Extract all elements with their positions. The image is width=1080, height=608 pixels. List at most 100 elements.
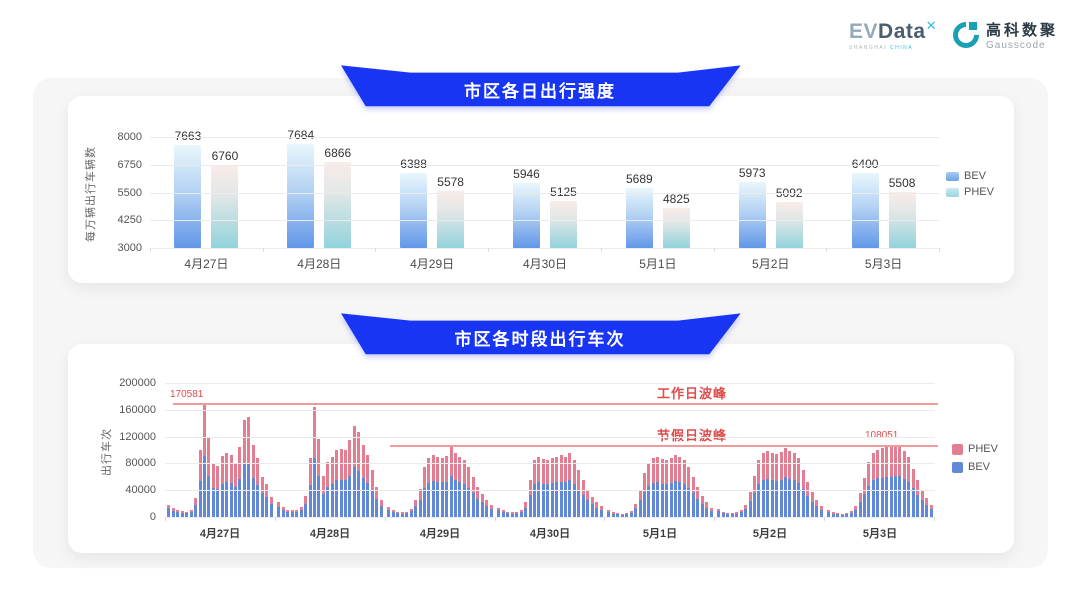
stacked-bar-4月30日-hour-9[interactable] xyxy=(537,456,541,517)
stacked-bar-4月30日-hour-16[interactable] xyxy=(568,452,572,517)
bar-bev-4月27日[interactable] xyxy=(174,144,202,248)
stacked-bar-4月27日-hour-2[interactable] xyxy=(176,510,180,517)
stacked-bar-4月30日-hour-5[interactable] xyxy=(519,509,523,517)
stacked-bar-4月29日-hour-4[interactable] xyxy=(405,511,409,517)
bar-phev-5月3日[interactable] xyxy=(888,192,916,248)
bar-phev-4月30日[interactable] xyxy=(550,200,577,248)
stacked-bar-4月27日-hour-19[interactable] xyxy=(251,444,255,517)
stacked-bar-4月28日-hour-22[interactable] xyxy=(375,486,379,517)
stacked-bar-4月30日-hour-17[interactable] xyxy=(572,460,576,517)
stacked-bar-5月1日-hour-14[interactable] xyxy=(669,458,673,517)
bar-phev-4月27日[interactable] xyxy=(211,164,239,248)
stacked-bar-4月27日-hour-6[interactable] xyxy=(194,498,198,517)
stacked-bar-5月3日-hour-1[interactable] xyxy=(831,512,835,517)
stacked-bar-4月27日-hour-17[interactable] xyxy=(242,419,246,517)
stacked-bar-4月27日-hour-9[interactable] xyxy=(207,437,211,517)
stacked-bar-4月27日-hour-10[interactable] xyxy=(211,463,215,517)
stacked-bar-4月27日-hour-8[interactable] xyxy=(202,402,206,517)
stacked-bar-4月30日-hour-11[interactable] xyxy=(546,460,550,517)
stacked-bar-4月29日-hour-9[interactable] xyxy=(427,458,431,517)
stacked-bar-5月2日-hour-6[interactable] xyxy=(744,504,748,517)
stacked-bar-4月28日-hour-0[interactable] xyxy=(277,502,281,517)
stacked-bar-4月28日-hour-19[interactable] xyxy=(361,444,365,517)
stacked-bar-4月30日-hour-21[interactable] xyxy=(590,496,594,517)
legend-item-phev[interactable]: PHEV xyxy=(952,443,998,455)
stacked-bar-4月27日-hour-13[interactable] xyxy=(225,453,229,517)
stacked-bar-5月1日-hour-22[interactable] xyxy=(705,502,709,517)
stacked-bar-4月27日-hour-21[interactable] xyxy=(260,476,264,517)
stacked-bar-4月28日-hour-12[interactable] xyxy=(330,456,334,517)
stacked-bar-4月30日-hour-20[interactable] xyxy=(586,490,590,517)
stacked-bar-4月30日-hour-12[interactable] xyxy=(550,458,554,517)
stacked-bar-5月3日-hour-3[interactable] xyxy=(840,513,844,517)
stacked-bar-4月29日-hour-0[interactable] xyxy=(387,507,391,517)
stacked-bar-4月29日-hour-7[interactable] xyxy=(418,488,422,517)
stacked-bar-4月30日-hour-18[interactable] xyxy=(577,470,581,517)
stacked-bar-5月3日-hour-23[interactable] xyxy=(929,504,933,517)
stacked-bar-5月3日-hour-5[interactable] xyxy=(849,511,853,517)
stacked-bar-5月1日-hour-7[interactable] xyxy=(638,490,642,517)
stacked-bar-4月28日-hour-6[interactable] xyxy=(304,495,308,517)
stacked-bar-4月28日-hour-18[interactable] xyxy=(357,431,361,517)
stacked-bar-5月2日-hour-20[interactable] xyxy=(806,482,810,517)
stacked-bar-5月2日-hour-23[interactable] xyxy=(819,506,823,517)
stacked-bar-5月1日-hour-23[interactable] xyxy=(709,507,713,517)
stacked-bar-4月30日-hour-0[interactable] xyxy=(497,507,501,517)
stacked-bar-5月2日-hour-11[interactable] xyxy=(766,451,770,517)
stacked-bar-4月27日-hour-23[interactable] xyxy=(269,496,273,517)
stacked-bar-4月28日-hour-23[interactable] xyxy=(379,500,383,517)
stacked-bar-4月30日-hour-10[interactable] xyxy=(541,458,545,517)
stacked-bar-5月1日-hour-3[interactable] xyxy=(620,513,624,517)
stacked-bar-4月30日-hour-3[interactable] xyxy=(510,512,514,517)
stacked-bar-5月2日-hour-17[interactable] xyxy=(792,453,796,517)
stacked-bar-5月3日-hour-20[interactable] xyxy=(916,480,920,517)
stacked-bar-5月1日-hour-11[interactable] xyxy=(656,456,660,517)
stacked-bar-5月2日-hour-14[interactable] xyxy=(779,452,783,517)
stacked-bar-4月27日-hour-3[interactable] xyxy=(180,510,184,517)
stacked-bar-5月1日-hour-9[interactable] xyxy=(647,463,651,517)
stacked-bar-5月1日-hour-1[interactable] xyxy=(611,512,615,517)
stacked-bar-4月30日-hour-23[interactable] xyxy=(599,506,603,517)
stacked-bar-4月27日-hour-1[interactable] xyxy=(171,508,175,517)
legend-item-bev[interactable]: BEV xyxy=(946,170,994,182)
stacked-bar-5月2日-hour-13[interactable] xyxy=(775,454,779,517)
stacked-bar-5月3日-hour-16[interactable] xyxy=(898,445,902,517)
stacked-bar-4月27日-hour-11[interactable] xyxy=(216,466,220,517)
stacked-bar-4月29日-hour-16[interactable] xyxy=(458,456,462,517)
stacked-bar-5月2日-hour-8[interactable] xyxy=(752,475,756,517)
stacked-bar-5月1日-hour-21[interactable] xyxy=(700,495,704,517)
bar-bev-4月29日[interactable] xyxy=(400,172,428,248)
stacked-bar-5月3日-hour-0[interactable] xyxy=(827,510,831,517)
stacked-bar-5月1日-hour-12[interactable] xyxy=(660,458,664,517)
stacked-bar-5月1日-hour-8[interactable] xyxy=(642,473,646,517)
stacked-bar-4月28日-hour-1[interactable] xyxy=(281,507,285,517)
stacked-bar-5月3日-hour-15[interactable] xyxy=(894,444,897,517)
stacked-bar-5月3日-hour-12[interactable] xyxy=(880,448,884,517)
legend-item-bev[interactable]: BEV xyxy=(952,461,998,473)
stacked-bar-4月27日-hour-4[interactable] xyxy=(185,511,189,517)
stacked-bar-5月2日-hour-3[interactable] xyxy=(730,513,734,517)
stacked-bar-5月2日-hour-22[interactable] xyxy=(815,499,819,517)
stacked-bar-4月29日-hour-15[interactable] xyxy=(454,452,457,517)
stacked-bar-5月3日-hour-19[interactable] xyxy=(911,468,915,517)
stacked-bar-4月28日-hour-5[interactable] xyxy=(299,507,303,517)
stacked-bar-5月3日-hour-13[interactable] xyxy=(885,446,889,517)
stacked-bar-4月27日-hour-22[interactable] xyxy=(265,484,269,517)
stacked-bar-4月28日-hour-2[interactable] xyxy=(286,509,290,517)
stacked-bar-5月2日-hour-7[interactable] xyxy=(748,491,752,517)
stacked-bar-5月1日-hour-4[interactable] xyxy=(625,513,629,517)
stacked-bar-5月3日-hour-8[interactable] xyxy=(862,478,866,517)
stacked-bar-4月27日-hour-20[interactable] xyxy=(256,458,260,517)
stacked-bar-4月30日-hour-7[interactable] xyxy=(528,480,532,517)
bar-bev-5月3日[interactable] xyxy=(851,172,879,248)
stacked-bar-5月2日-hour-5[interactable] xyxy=(739,510,743,517)
stacked-bar-4月27日-hour-18[interactable] xyxy=(247,417,251,517)
stacked-bar-4月29日-hour-1[interactable] xyxy=(391,510,395,517)
stacked-bar-4月27日-hour-7[interactable] xyxy=(198,450,202,517)
stacked-bar-4月30日-hour-6[interactable] xyxy=(524,502,528,517)
stacked-bar-5月2日-hour-4[interactable] xyxy=(735,512,739,517)
stacked-bar-4月28日-hour-11[interactable] xyxy=(326,462,330,517)
stacked-bar-5月2日-hour-18[interactable] xyxy=(797,458,801,517)
stacked-bar-4月28日-hour-10[interactable] xyxy=(321,475,325,517)
bar-phev-4月28日[interactable] xyxy=(324,162,352,248)
